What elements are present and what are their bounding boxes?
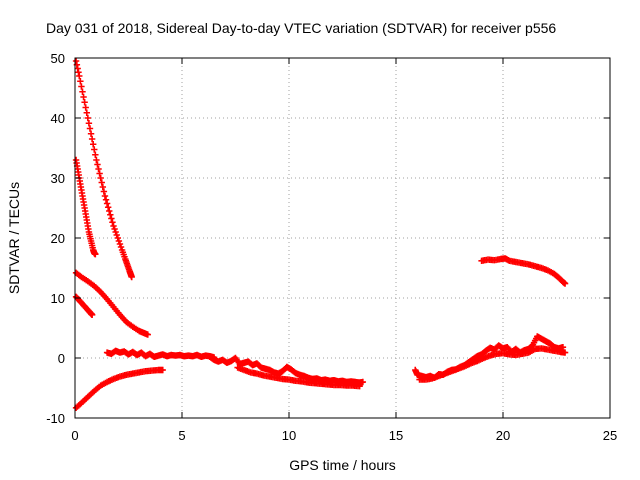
data-point [115, 237, 123, 245]
data-point [106, 207, 113, 215]
y-tick-label: 10 [51, 291, 65, 306]
data-point [78, 83, 85, 90]
data-point [159, 366, 166, 374]
y-tick-labels: -10 0 10 20 30 40 50 [46, 51, 65, 426]
data-point [111, 225, 118, 233]
series-arc-8 [234, 364, 363, 390]
x-tick-label: 5 [178, 428, 185, 443]
x-axis-label: GPS time / hours [289, 457, 396, 473]
data-point [83, 109, 90, 116]
series-arc-6 [103, 347, 218, 361]
data-point [74, 65, 81, 72]
series-arc-10 [416, 345, 569, 383]
data-point [79, 88, 86, 95]
series-arc-11 [478, 255, 569, 287]
data-point [102, 196, 110, 203]
data-point [98, 179, 105, 186]
data-point [103, 200, 111, 207]
x-tick-label: 10 [282, 428, 296, 443]
data-point [81, 99, 88, 106]
data-point [85, 120, 93, 127]
series-arc-1 [72, 57, 135, 281]
data-point [76, 72, 83, 80]
y-tick-label: 50 [51, 51, 65, 66]
y-tick-label: 40 [51, 111, 65, 126]
data-point [113, 231, 120, 239]
data-point [116, 240, 124, 248]
x-tick-label: 20 [496, 428, 510, 443]
axis-ticks [74, 57, 611, 419]
data-point [75, 69, 82, 76]
x-tick-labels: 0 5 10 15 20 25 [71, 428, 617, 443]
y-tick-label: 20 [51, 231, 65, 246]
data-point [359, 378, 367, 386]
data-point [99, 183, 107, 191]
data-point [94, 161, 101, 168]
series-arc-2 [72, 156, 99, 258]
data-point [88, 311, 96, 318]
data-point [112, 228, 119, 236]
data-point [95, 165, 102, 173]
data-point [108, 215, 115, 222]
y-axis-label: SDTVAR / TECUs [6, 182, 22, 294]
data-point [91, 146, 98, 153]
data-point [84, 114, 92, 122]
data-point [561, 349, 569, 356]
data-point [82, 104, 89, 111]
series-arc-3 [72, 269, 151, 338]
series-arc-5 [72, 366, 166, 411]
data-point [88, 135, 96, 143]
data-point [561, 280, 569, 287]
data-point [92, 251, 99, 258]
data-point [117, 243, 125, 251]
x-tick-label: 15 [389, 428, 403, 443]
data-point [144, 331, 151, 338]
data-point [110, 222, 117, 230]
y-tick-label: -10 [46, 411, 65, 426]
data-point [86, 125, 94, 132]
chart-title: Day 031 of 2018, Sidereal Day-to-day VTE… [46, 20, 556, 36]
data-point [356, 383, 363, 390]
data-point [92, 151, 99, 158]
data-points [72, 57, 569, 411]
data-point [100, 188, 108, 195]
data-point [104, 204, 112, 211]
data-point [89, 141, 97, 148]
series-arc-4 [72, 293, 96, 318]
data-point [107, 211, 114, 218]
x-tick-label: 25 [603, 428, 617, 443]
y-tick-label: 30 [51, 171, 65, 186]
data-point [87, 130, 95, 137]
y-tick-label: 0 [58, 351, 65, 366]
data-point [128, 273, 135, 281]
data-point [77, 78, 84, 85]
x-tick-label: 0 [71, 428, 78, 443]
data-point [101, 192, 109, 200]
data-point [80, 93, 87, 101]
data-point [97, 174, 104, 182]
grid [75, 58, 610, 418]
data-point [96, 170, 103, 177]
data-point [72, 57, 80, 65]
data-point [109, 219, 116, 226]
data-point [93, 156, 100, 164]
data-point [114, 234, 121, 242]
